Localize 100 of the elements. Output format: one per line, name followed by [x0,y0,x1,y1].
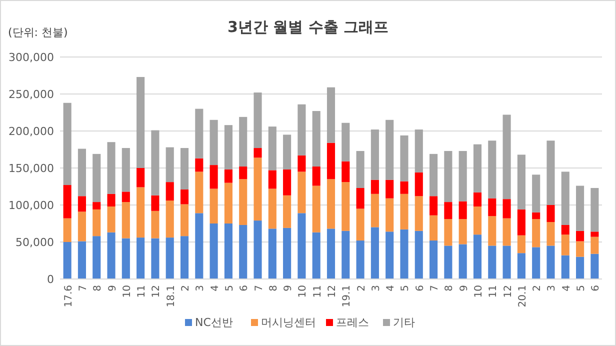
x-tick-label: 11 [312,285,324,298]
bar [444,202,452,220]
bar [268,188,276,229]
bar [546,205,555,222]
x-tick-label: 5 [224,285,236,292]
bar [326,228,336,279]
bar [370,180,379,194]
bar [136,187,145,238]
bar [342,161,350,182]
bar [370,194,379,228]
legend-label: 머시닝센터 [261,316,316,329]
bar [180,148,189,190]
bar [430,215,438,241]
bar [254,92,262,148]
bar [107,232,116,279]
bar [517,154,526,210]
bar [239,179,248,225]
bar [517,253,526,279]
x-tick-label: 3 [546,285,558,292]
x-tick-label: 4 [561,285,572,292]
y-tick-label: 250,000 [8,88,54,101]
bar [400,181,408,194]
bar [122,148,130,192]
bar [254,220,262,279]
bar [386,120,394,180]
x-tick-label: 2 [356,285,368,292]
bar [561,172,570,225]
y-tick-label: 0 [47,273,54,286]
x-tick-label: 3 [195,285,206,292]
bar [268,170,276,189]
bar [63,102,72,186]
x-tick-label: 8 [92,285,104,292]
x-tick-label: 18.1 [166,285,177,308]
x-tick-label: 12 [151,285,162,298]
bar [488,198,496,216]
x-tick-label: 17.6 [63,285,74,308]
bar [283,195,292,228]
bar [254,148,262,158]
bar [444,219,452,246]
bar [122,202,130,238]
bar [283,228,292,279]
bar [370,130,379,180]
bar [561,255,570,279]
bar [92,202,101,210]
bar [444,150,452,202]
bar [576,256,584,279]
bar [342,182,350,231]
bar [458,219,467,244]
bar [546,222,555,246]
x-tick-label: 9 [107,285,118,292]
bar [356,208,364,241]
bar [166,238,174,279]
bar [356,240,364,279]
bar [210,188,218,224]
bar [239,166,248,180]
x-tick-label: 7 [254,285,265,292]
x-tick-label: 5 [576,285,588,292]
bar [590,254,599,279]
x-tick-label: 6 [414,285,426,292]
x-tick-label: 10 [122,285,133,298]
bar [473,144,482,192]
bar [63,185,72,218]
x-tick-label: 6 [590,285,602,292]
bar [239,116,248,167]
bar [517,209,526,236]
bar [268,228,276,279]
bar [400,135,408,182]
x-tick-label: 10 [298,285,309,298]
bar [546,140,555,205]
bar [576,186,584,231]
bar [136,168,145,188]
bar [283,169,292,196]
x-tick-label: 5 [400,285,412,292]
bar [532,247,540,279]
y-tick-label: 150,000 [8,162,54,175]
bar [107,194,116,206]
x-tick-label: 4 [210,285,221,292]
bar [414,196,423,231]
x-tick-label: 20.1 [517,285,528,308]
bar [224,224,232,279]
bar [400,194,408,230]
x-tick-label: 11 [488,285,500,298]
bar [326,87,336,143]
bar [576,230,584,242]
bar [151,238,160,279]
bar [224,125,232,170]
bar [78,196,86,212]
bar [151,195,160,211]
bar [430,196,438,216]
x-tick-label: 12 [327,285,338,298]
bar [166,200,174,238]
bar [386,232,394,279]
bar [78,148,86,196]
bar [298,104,306,156]
bar [356,188,364,209]
bar [532,212,540,220]
bar [414,172,423,196]
bar [386,198,394,232]
bar [430,240,438,279]
bar [502,218,511,246]
